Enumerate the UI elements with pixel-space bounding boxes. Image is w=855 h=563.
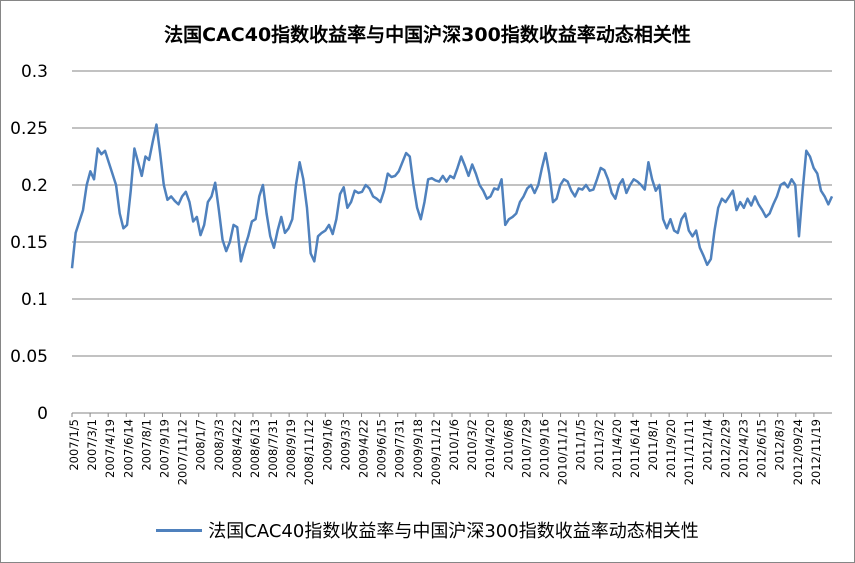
x-tick-label: 2010/9/16: [537, 419, 551, 478]
y-tick-label: 0.1: [21, 290, 48, 310]
x-tick-label: 2011/8/1: [646, 419, 660, 471]
x-tick-label: 2010/11/12: [556, 419, 570, 485]
y-tick-label: 0.2: [21, 176, 48, 196]
gridlines: [72, 70, 832, 357]
legend-swatch: [156, 528, 203, 532]
x-tick-label: 2012/6/15: [755, 419, 769, 478]
x-tick-label: 2008/7/31: [266, 419, 280, 478]
x-tick-label: 2012/2/29: [718, 419, 732, 478]
x-tick-label: 2010/4/20: [483, 419, 497, 478]
x-tick-label: 2009/3/3: [338, 419, 352, 471]
y-tick-label: 0.15: [10, 233, 48, 253]
x-tick-label: 2009/7/31: [393, 419, 407, 478]
x-axis-tick-labels: 2007/1/5 2007/3/1 2007/4/19 2007/6/14 2007/8…: [67, 413, 823, 485]
x-tick-label: 2009/4/22: [357, 419, 371, 478]
x-tick-label: 2011/9/20: [664, 419, 678, 478]
x-tick-label: 2007/11/12: [176, 419, 190, 485]
x-tick-label: 2007/8/1: [139, 419, 153, 471]
x-tick-label: 2009/6/15: [375, 419, 389, 478]
x-tick-label: 2012/4/23: [737, 419, 751, 478]
x-tick-label: 2008/11/12: [302, 419, 316, 485]
y-axis-tick-labels: 0 0.05 0.1 0.15 0.2 0.25 0.3: [10, 62, 48, 424]
x-tick-label: 2011/6/14: [628, 419, 642, 478]
x-tick-label: 2009/1/6: [320, 419, 334, 471]
legend-label: 法国CAC40指数收益率与中国沪深300指数收益率动态相关性: [208, 521, 699, 542]
x-tick-label: 2012/09/24: [791, 419, 805, 485]
x-tick-label: 2007/1/5: [67, 419, 81, 471]
x-tick-label: 2007/6/14: [121, 419, 135, 478]
x-tick-label: 2007/9/19: [157, 419, 171, 478]
x-tick-label: 2010/1/6: [447, 419, 461, 471]
series-line: [70, 123, 834, 269]
x-tick-label: 2011/1/5: [574, 419, 588, 471]
y-tick-label: 0.3: [21, 62, 48, 82]
x-tick-label: 2010/6/8: [501, 419, 515, 471]
x-tick-label: 2011/3/2: [592, 419, 606, 471]
y-tick-label: 0: [37, 404, 48, 424]
x-tick-label: 2010/3/2: [465, 419, 479, 471]
x-tick-label: 2008/4/22: [230, 419, 244, 478]
x-tick-label: 2007/3/1: [85, 419, 99, 471]
x-tick-label: 2012/1/4: [700, 419, 714, 471]
series-lines: [70, 123, 834, 269]
x-tick-label: 2008/9/19: [284, 419, 298, 478]
x-tick-label: 2007/4/19: [103, 419, 117, 478]
y-tick-label: 0.05: [10, 347, 48, 367]
y-tick-label: 0.25: [10, 119, 48, 139]
x-tick-label: 2012/8/3: [773, 419, 787, 471]
x-tick-label: 2008/1/7: [194, 419, 208, 471]
chart-title: 法国CAC40指数收益率与中国沪深300指数收益率动态相关性: [164, 24, 691, 46]
x-tick-label: 2010/7/29: [519, 419, 533, 478]
legend: 法国CAC40指数收益率与中国沪深300指数收益率动态相关性: [0, 517, 855, 543]
x-tick-label: 2008/3/3: [212, 419, 226, 471]
x-tick-label: 2009/11/12: [429, 419, 443, 485]
x-tick-label: 2011/4/20: [610, 419, 624, 478]
x-tick-label: 2012/11/19: [809, 419, 823, 485]
x-tick-label: 2008/6/13: [248, 419, 262, 478]
x-tick-label: 2009/9/18: [411, 419, 425, 478]
x-tick-label: 2011/11/11: [682, 419, 696, 485]
